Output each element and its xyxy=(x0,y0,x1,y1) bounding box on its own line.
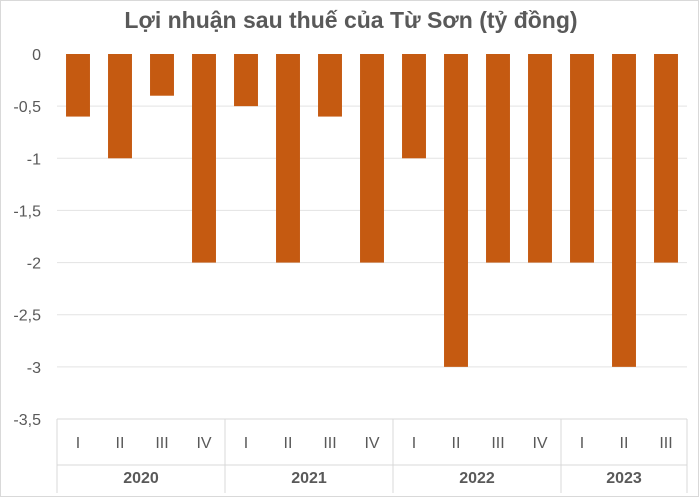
bar xyxy=(360,54,384,263)
bar xyxy=(150,54,174,96)
bar xyxy=(66,54,90,117)
bar xyxy=(402,54,426,159)
y-tick-label: -1,5 xyxy=(13,203,41,220)
x-tick-label: IV xyxy=(196,435,211,452)
bar xyxy=(654,54,678,263)
y-tick-label: -1 xyxy=(27,151,41,168)
bar xyxy=(570,54,594,263)
bar xyxy=(276,54,300,263)
x-tick-label: III xyxy=(659,435,672,452)
bar xyxy=(192,54,216,263)
y-tick-label: -3,5 xyxy=(13,412,41,429)
x-tick-label: I xyxy=(412,435,416,452)
x-group-label: 2023 xyxy=(606,470,642,487)
x-tick-label: III xyxy=(323,435,336,452)
x-tick-label: I xyxy=(580,435,584,452)
x-tick-label: I xyxy=(244,435,248,452)
bar xyxy=(444,54,468,367)
y-tick-label: -2,5 xyxy=(13,308,41,325)
x-group-label: 2021 xyxy=(291,470,327,487)
bar xyxy=(234,54,258,107)
bar xyxy=(318,54,342,117)
y-tick-label: -3 xyxy=(27,360,41,377)
x-group-label: 2020 xyxy=(123,470,159,487)
y-axis-tick-labels: 0 -0,5 -1 -1,5 -2 -2,5 -3 -3,5 xyxy=(13,47,41,429)
y-tick-label: 0 xyxy=(32,47,41,64)
x-tick-label: I xyxy=(76,435,80,452)
x-tick-label: III xyxy=(155,435,168,452)
y-tick-label: -2 xyxy=(27,256,41,273)
y-tick-label: -0,5 xyxy=(13,99,41,116)
bar xyxy=(612,54,636,367)
x-tick-label: III xyxy=(491,435,504,452)
x-group-label: 2022 xyxy=(459,470,495,487)
x-tick-label: IV xyxy=(532,435,547,452)
bar xyxy=(528,54,552,263)
bars xyxy=(66,54,678,367)
x-tick-label: II xyxy=(116,435,125,452)
chart-title: Lợi nhuận sau thuế của Từ Sơn (tỷ đồng) xyxy=(124,7,578,33)
bar xyxy=(486,54,510,263)
x-tick-label: II xyxy=(620,435,629,452)
bar xyxy=(108,54,132,159)
x-tick-label: II xyxy=(452,435,461,452)
x-tick-label: IV xyxy=(364,435,379,452)
x-tick-label: II xyxy=(284,435,293,452)
